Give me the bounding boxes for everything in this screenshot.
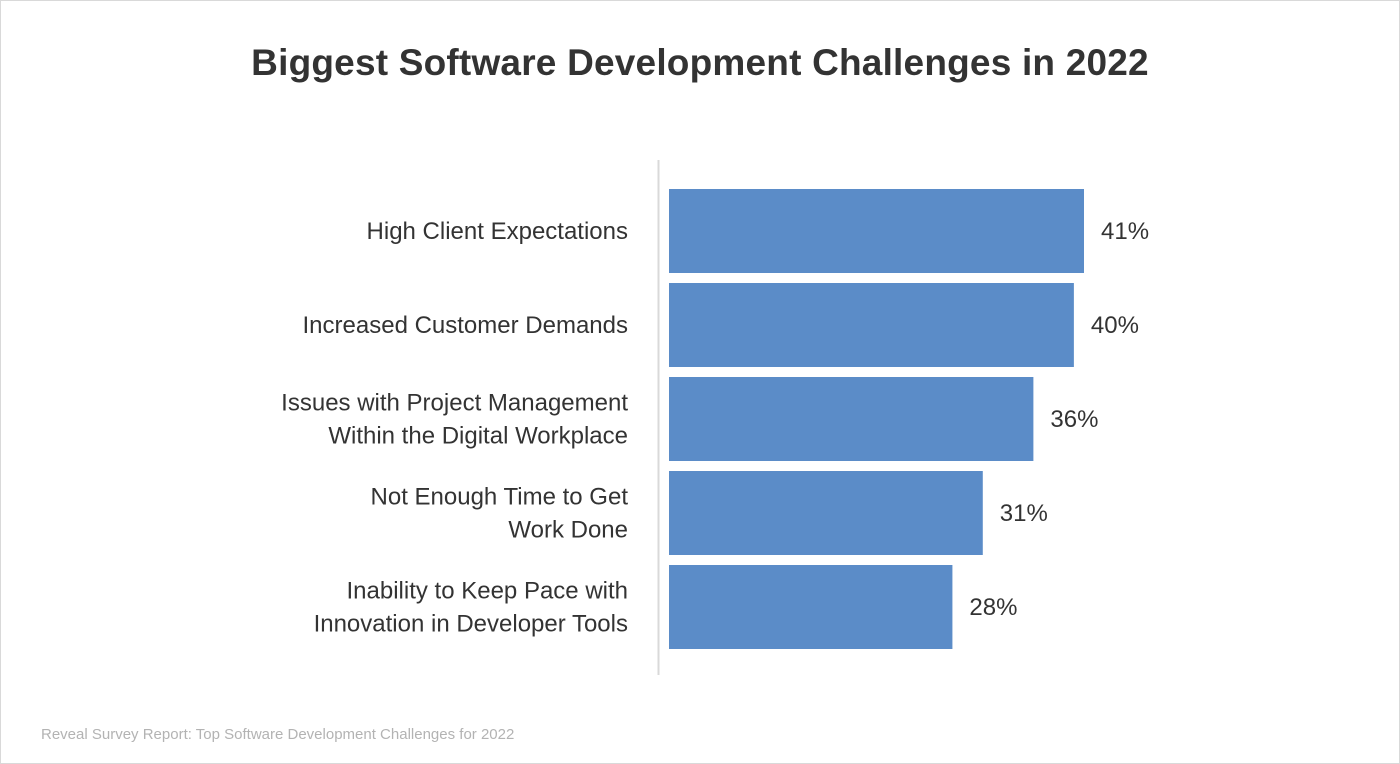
category-label: Inability to Keep Pace with: [347, 578, 629, 605]
category-label: Not Enough Time to Get: [371, 484, 629, 511]
value-label: 28%: [969, 594, 1017, 621]
bar: [669, 471, 983, 555]
value-label: 41%: [1101, 218, 1149, 245]
bar: [669, 283, 1074, 367]
chart-title: Biggest Software Development Challenges …: [251, 42, 1149, 83]
category-label: Work Done: [508, 517, 628, 544]
category-label: High Client Expectations: [367, 218, 628, 245]
value-label: 40%: [1091, 312, 1139, 339]
bar: [669, 189, 1084, 273]
category-label: Increased Customer Demands: [303, 312, 628, 339]
category-label: Innovation in Developer Tools: [314, 611, 628, 638]
category-label: Issues with Project Management: [281, 390, 628, 417]
source-note: Reveal Survey Report: Top Software Devel…: [41, 726, 515, 743]
bar: [669, 377, 1034, 461]
value-label: 36%: [1050, 406, 1098, 433]
bar: [669, 565, 953, 649]
category-label: Within the Digital Workplace: [328, 423, 628, 450]
value-label: 31%: [1000, 500, 1048, 527]
